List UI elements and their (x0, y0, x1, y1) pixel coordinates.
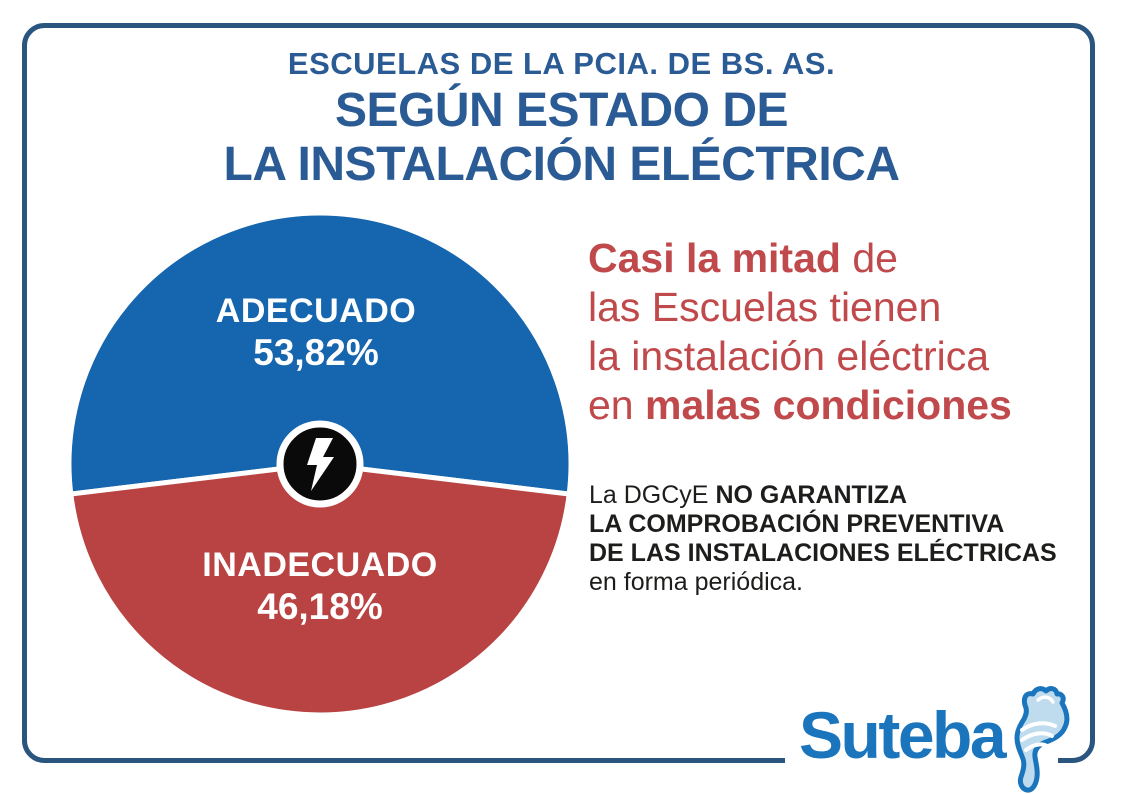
pie-slice-adecuado (66, 210, 574, 497)
suteba-logo-text: Suteba (799, 698, 1007, 772)
note-line-1: La DGCyE NO GARANTIZA (589, 481, 1057, 510)
slice-value-adecuado: 53,82% (253, 332, 379, 373)
pie-chart (66, 210, 574, 718)
highlight-line-3: la instalación eléctrica (588, 333, 990, 379)
slice-label-inadecuado: INADECUADO 46,18% (202, 545, 437, 629)
highlight-line-2: las Escuelas tienen (588, 284, 942, 330)
note-bold-2: LA COMPROBACIÓN PREVENTIVA (589, 510, 1005, 538)
highlight-rest-1: de (840, 235, 898, 281)
slice-name-inadecuado: INADECUADO (202, 546, 438, 584)
pie-slice-inadecuado (68, 461, 572, 718)
page-border (22, 23, 1095, 763)
note-line-2: LA COMPROBACIÓN PREVENTIVA (589, 510, 1057, 539)
title-line-1: ESCUELAS DE LA PCIA. DE BS. AS. (287, 46, 836, 81)
note-line-3: DE LAS INSTALACIONES ELÉCTRICAS (589, 539, 1057, 568)
note-bold-1: NO GARANTIZA (715, 481, 908, 509)
highlight-line-4: en malas condiciones (588, 381, 1012, 430)
buenos-aires-map-icon (1014, 686, 1070, 793)
title-line-3: LA INSTALACIÓN ELÉCTRICA (223, 138, 900, 191)
slice-label-adecuado: ADECUADO 53,82% (216, 291, 416, 375)
title-line-2: SEGÚN ESTADO DE (335, 84, 789, 137)
suteba-logo: Suteba (799, 686, 1072, 794)
note-pre-1: La DGCyE (589, 481, 716, 509)
highlight-pre-4: en (588, 382, 645, 428)
page-title: ESCUELAS DE LA PCIA. DE BS. AS. SEGÚN ES… (0, 46, 1123, 190)
note-text: La DGCyE NO GARANTIZA LA COMPROBACIÓN PR… (589, 481, 1057, 597)
note-line-4: en forma periódica. (589, 568, 804, 596)
highlight-line-1: Casi la mitad de (588, 234, 1012, 283)
note-bold-3: DE LAS INSTALACIONES ELÉCTRICAS (589, 539, 1057, 567)
lightning-bolt-icon (276, 420, 364, 508)
highlight-bold-4: malas condiciones (645, 382, 1012, 428)
highlight-text: Casi la mitad de las Escuelas tienen la … (588, 234, 1012, 430)
slice-name-adecuado: ADECUADO (215, 292, 417, 330)
slice-value-inadecuado: 46,18% (257, 586, 383, 627)
highlight-bold-1: Casi la mitad (588, 235, 841, 281)
